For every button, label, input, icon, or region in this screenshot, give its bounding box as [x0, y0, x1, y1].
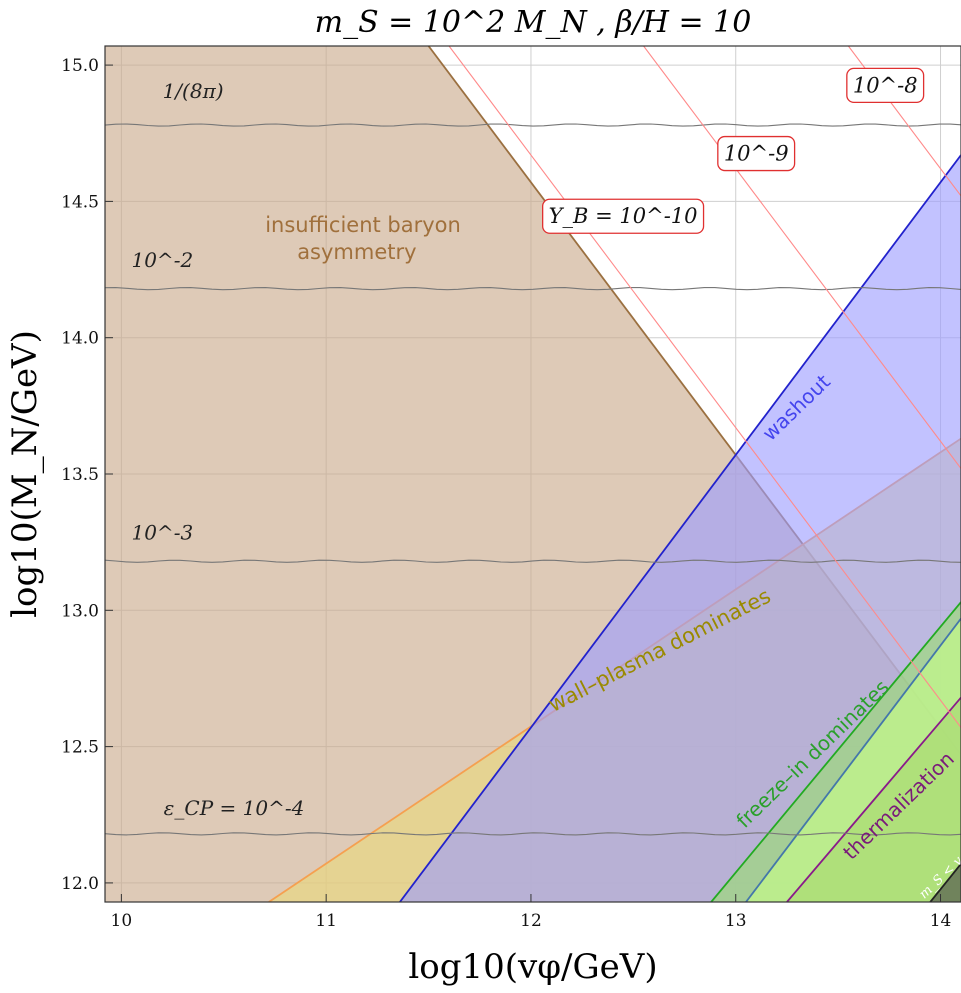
eps-cp-contour — [105, 287, 961, 291]
eps-cp-contour — [105, 832, 961, 836]
yb-label-box: 10^-9 — [717, 135, 796, 172]
y-tick-label: 13.5 — [61, 465, 99, 485]
y-axis-label: log10(M_N/GeV) — [5, 330, 45, 618]
boundary-freeze-in-dominates — [710, 601, 961, 902]
y-tick-label: 12.5 — [61, 738, 99, 758]
shaded-regions — [105, 46, 961, 902]
yb-contour — [643, 46, 961, 469]
yb-label: 10^-8 — [853, 73, 918, 97]
y-tick-label: 14.5 — [61, 192, 99, 212]
x-tick-label: 11 — [315, 911, 337, 931]
yb-label-frame — [717, 135, 796, 172]
y-tick-label: 12.0 — [61, 874, 99, 894]
yb-label: Y_B = 10^-10 — [549, 204, 698, 228]
boundary-washout — [399, 154, 961, 902]
baryon-yield-labels: Y_B = 10^-10 10^-9 10^-8 — [542, 67, 925, 234]
y-tick-label: 14.0 — [61, 329, 99, 349]
y-tick-label: 15.0 — [61, 56, 99, 76]
boundary-m-s-v — [929, 863, 961, 902]
region-label-asymmetry: asymmetry — [297, 240, 416, 264]
x-axis-label: log10(vφ/GeV) — [408, 947, 657, 987]
x-tick-label: 13 — [725, 911, 747, 931]
eps-cp-label: 1/(8π) — [163, 79, 224, 103]
boundary-freeze-in-inner — [745, 617, 961, 902]
yb-label-box: 10^-8 — [846, 67, 925, 104]
yb-label-frame — [542, 198, 705, 234]
yb-label-box: Y_B = 10^-10 — [542, 198, 705, 234]
x-axis-ticks: 10 11 12 13 14 — [111, 894, 952, 931]
epsilon-cp-contours: 1/(8π) 10^-2 10^-3 ε_CP = 10^-4 — [105, 79, 961, 836]
eps-cp-contour — [105, 559, 961, 563]
region-label-insufficient-baryon: insufficient baryon — [265, 213, 461, 237]
yb-contour — [448, 46, 961, 728]
x-tick-label: 14 — [930, 911, 952, 931]
eps-cp-label: ε_CP = 10^-4 — [164, 796, 305, 820]
eps-cp-label: 10^-2 — [131, 248, 193, 272]
plot-area: 1/(8π) 10^-2 10^-3 ε_CP = 10^-4 insufficien… — [105, 46, 961, 902]
boundary-thermalization — [786, 696, 961, 902]
chart-title: m_S = 10^2 M_N , β/H = 10 — [315, 5, 752, 40]
yb-label-frame — [846, 67, 925, 104]
eps-cp-label: 10^-3 — [131, 520, 193, 544]
y-axis-ticks: 12.0 12.5 13.0 13.5 14.0 14.5 15.0 — [61, 56, 113, 894]
x-tick-label: 10 — [111, 911, 133, 931]
yb-label: 10^-9 — [724, 142, 789, 166]
eps-cp-contour — [105, 123, 961, 127]
x-tick-label: 12 — [520, 911, 542, 931]
y-tick-label: 13.0 — [61, 601, 99, 621]
